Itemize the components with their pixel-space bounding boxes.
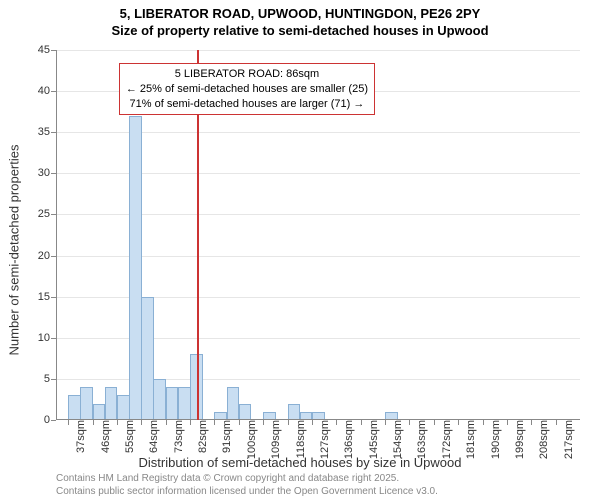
x-tick-label: 217sqm <box>559 420 575 459</box>
bar <box>93 404 106 420</box>
bar <box>105 387 118 420</box>
attribution-line: Contains HM Land Registry data © Crown c… <box>56 472 438 485</box>
x-tick-mark <box>361 420 362 425</box>
x-tick-label: 55sqm <box>120 420 136 453</box>
annotation-line: 71% of semi-detached houses are larger (… <box>126 97 368 112</box>
x-tick-mark <box>214 420 215 425</box>
chart-subtitle: Size of property relative to semi-detach… <box>0 23 600 40</box>
bar <box>190 354 203 420</box>
x-tick-label: 199sqm <box>510 420 526 459</box>
bar <box>68 395 81 420</box>
x-tick-mark <box>190 420 191 425</box>
bar <box>80 387 93 420</box>
bar <box>166 387 179 420</box>
y-tick-mark <box>51 420 56 421</box>
x-tick-mark <box>68 420 69 425</box>
x-tick-mark <box>93 420 94 425</box>
x-tick-mark <box>409 420 410 425</box>
y-axis-label: Number of semi-detached properties <box>7 145 22 356</box>
annotation-box: 5 LIBERATOR ROAD: 86sqm← 25% of semi-det… <box>119 63 375 116</box>
bar <box>288 404 301 420</box>
x-tick-label: 64sqm <box>144 420 160 453</box>
annotation-line: ← 25% of semi-detached houses are smalle… <box>126 82 368 97</box>
bar <box>178 387 191 420</box>
bar <box>117 395 130 420</box>
x-tick-mark <box>141 420 142 425</box>
x-tick-mark <box>531 420 532 425</box>
x-tick-label: 46sqm <box>96 420 112 453</box>
x-tick-mark <box>312 420 313 425</box>
x-tick-label: 109sqm <box>266 420 282 459</box>
x-tick-label: 136sqm <box>339 420 355 459</box>
x-tick-mark <box>239 420 240 425</box>
x-tick-label: 82sqm <box>193 420 209 453</box>
x-tick-mark <box>385 420 386 425</box>
x-tick-mark <box>434 420 435 425</box>
x-tick-mark <box>117 420 118 425</box>
bar <box>227 387 240 420</box>
gridline <box>56 50 580 51</box>
bar <box>239 404 252 420</box>
attribution-line: Contains public sector information licen… <box>56 485 438 498</box>
x-tick-label: 37sqm <box>71 420 87 453</box>
x-tick-mark <box>263 420 264 425</box>
x-tick-label: 91sqm <box>217 420 233 453</box>
bar <box>141 297 154 420</box>
x-tick-mark <box>336 420 337 425</box>
x-axis-line <box>56 419 580 420</box>
x-tick-label: 172sqm <box>437 420 453 459</box>
x-tick-label: 181sqm <box>461 420 477 459</box>
chart-plot-area: 05101520253035404537sqm46sqm55sqm64sqm73… <box>56 50 580 420</box>
x-tick-label: 190sqm <box>486 420 502 459</box>
x-tick-label: 154sqm <box>388 420 404 459</box>
x-tick-label: 145sqm <box>364 420 380 459</box>
x-tick-label: 208sqm <box>534 420 550 459</box>
x-tick-mark <box>166 420 167 425</box>
x-tick-mark <box>483 420 484 425</box>
x-tick-label: 100sqm <box>242 420 258 459</box>
x-tick-label: 127sqm <box>315 420 331 459</box>
y-axis-line <box>56 50 57 420</box>
x-tick-label: 118sqm <box>291 420 307 458</box>
attribution-text: Contains HM Land Registry data © Crown c… <box>56 472 438 498</box>
bar <box>153 379 166 420</box>
x-tick-mark <box>288 420 289 425</box>
chart-title: 5, LIBERATOR ROAD, UPWOOD, HUNTINGDON, P… <box>0 0 600 23</box>
x-tick-label: 163sqm <box>412 420 428 459</box>
x-axis-label: Distribution of semi-detached houses by … <box>138 455 461 470</box>
x-tick-mark <box>507 420 508 425</box>
bar <box>129 116 142 420</box>
x-tick-mark <box>458 420 459 425</box>
x-tick-label: 73sqm <box>169 420 185 453</box>
annotation-line: 5 LIBERATOR ROAD: 86sqm <box>126 67 368 82</box>
x-tick-mark <box>556 420 557 425</box>
